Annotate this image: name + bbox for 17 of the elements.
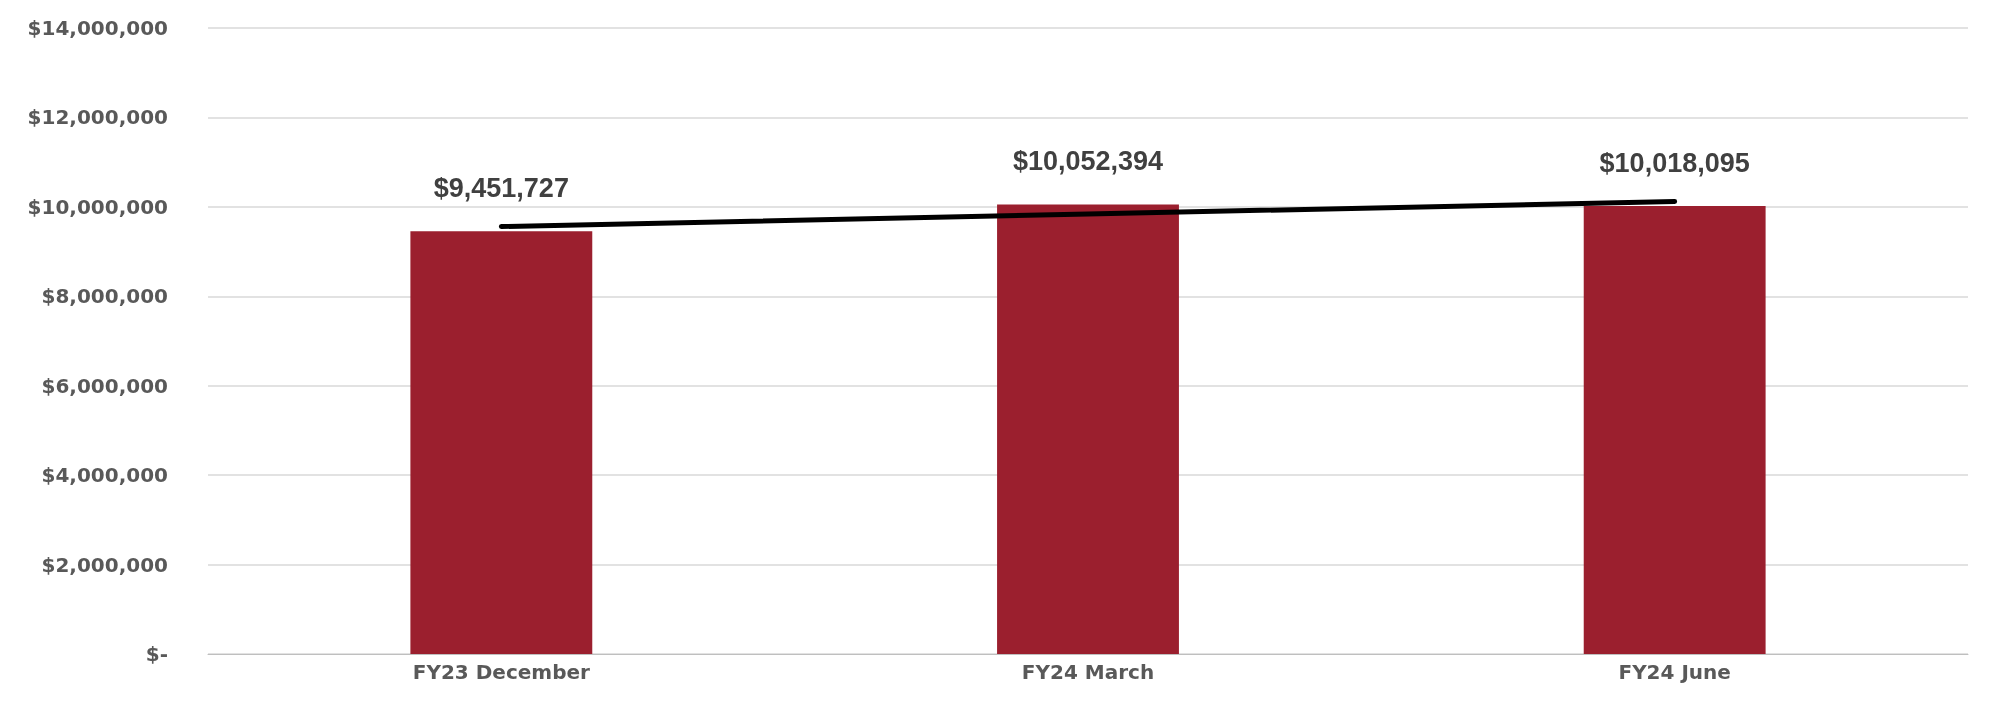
y-tick-label: $6,000,000 (41, 373, 168, 398)
x-tick-label: FY24 June (1618, 660, 1731, 684)
y-tick-label: $10,000,000 (27, 194, 168, 219)
data-label: $9,451,727 (433, 172, 569, 203)
y-tick-label: $14,000,000 (27, 16, 168, 40)
bar (997, 204, 1179, 654)
y-tick-label: $4,000,000 (41, 463, 168, 488)
y-tick-label: $2,000,000 (41, 552, 168, 577)
y-tick-label: $8,000,000 (41, 284, 168, 309)
y-tick-label: $12,000,000 (27, 105, 168, 130)
y-tick-label: $- (145, 642, 168, 666)
data-label: $10,018,095 (1599, 147, 1750, 178)
data-label: $10,052,394 (1012, 146, 1164, 177)
x-tick-label: FY23 December (412, 660, 591, 684)
bar (410, 231, 593, 654)
x-tick-label: FY24 March (1021, 660, 1155, 684)
bar (1583, 206, 1766, 654)
